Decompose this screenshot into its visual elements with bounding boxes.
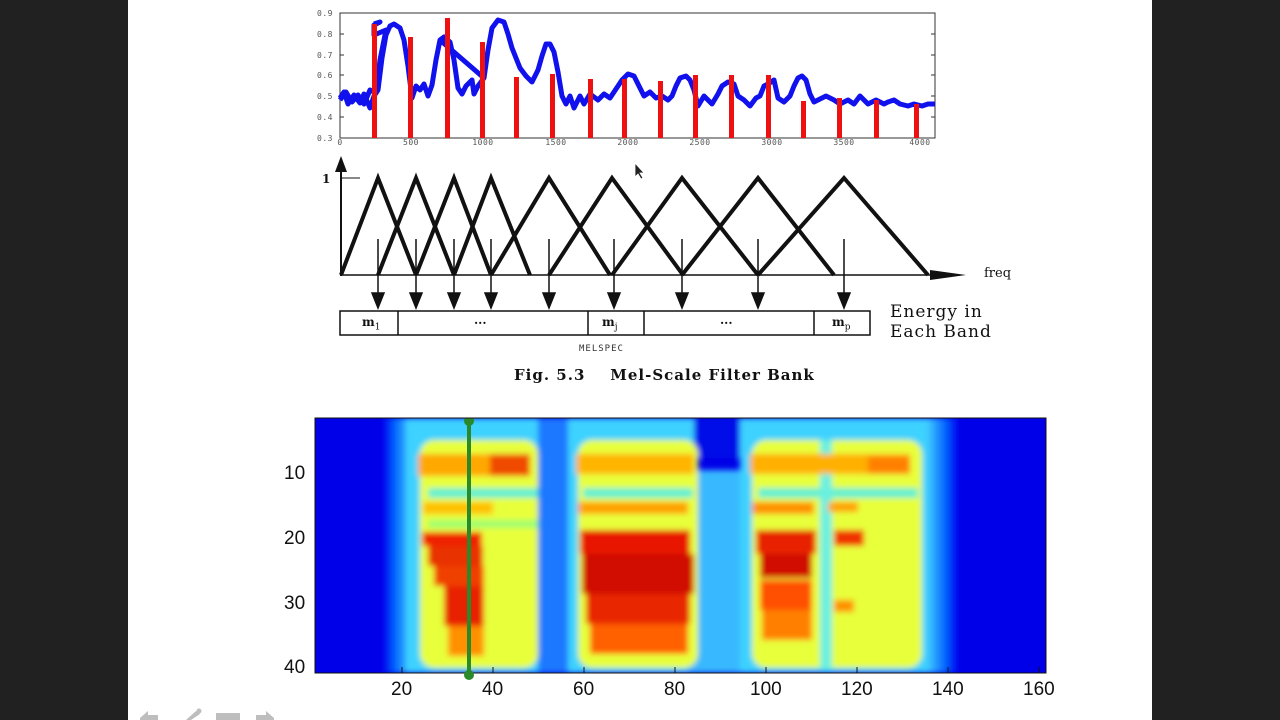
spec-y-tick: 20 [284,528,306,549]
y-tick: 0.9 [317,9,333,18]
box-mj: mj [602,315,618,333]
spectrum-plot: 0.9 0.8 0.7 0.6 0.5 0.4 0.3 0 500 1000 1… [317,9,936,147]
spec-x-tick: 40 [482,679,504,700]
y-axis-arrow-icon [335,156,347,172]
box-mp: mp [832,315,851,333]
y-tick: 0.3 [317,134,333,143]
spec-x-tick: 100 [750,679,782,700]
y-tick: 0.6 [317,71,333,80]
mouse-pointer-icon [634,161,645,180]
energy-label: Energy in Each Band [890,302,1040,342]
x-tick: 2000 [617,138,638,147]
melspec-label: MELSPEC [579,344,624,354]
arrow-left-icon[interactable] [138,708,160,720]
spec-x-tick: 140 [932,679,964,700]
slide: 0.9 0.8 0.7 0.6 0.5 0.4 0.3 0 500 1000 1… [128,0,1152,720]
energy-label-line1: Energy in [890,302,983,322]
spec-x-tick: 160 [1023,679,1055,700]
x-tick: 1500 [545,138,566,147]
y-tick: 0.8 [317,30,333,39]
y-tick: 0.7 [317,51,333,60]
spec-y-tick: 10 [284,463,306,484]
box-ellipsis-1: ... [474,313,487,327]
freq-axis-label: freq [984,266,1012,281]
y-axis-unit-label: 1 [322,172,331,186]
x-tick: 3500 [833,138,854,147]
filter-bank-diagram [335,156,966,336]
energy-label-line2: Each Band [890,322,992,342]
arrow-right-icon[interactable] [254,708,276,720]
spec-y-tick: 30 [284,593,306,614]
melspec-boxes [339,310,871,336]
y-tick: 0.5 [317,92,333,101]
x-tick: 0 [337,138,342,147]
spec-x-tick: 60 [573,679,595,700]
figure-caption: Fig. 5.3 Mel-Scale Filter Bank [514,366,815,384]
box-m1: m1 [362,315,381,333]
energy-arrows [370,239,852,311]
y-tick: 0.4 [317,113,333,122]
x-tick: 3000 [761,138,782,147]
spec-x-tick: 80 [664,679,686,700]
x-tick: 500 [403,138,419,147]
box-ellipsis-2: ... [720,313,733,327]
x-tick: 2500 [689,138,710,147]
spec-y-tick: 40 [284,657,306,678]
x-tick: 4000 [909,138,930,147]
menu-icon[interactable] [216,708,240,720]
x-tick: 1000 [472,138,493,147]
freq-axis-arrow-icon [930,270,966,280]
filter-center-bars [372,18,919,138]
cursor-handle-top[interactable] [464,416,474,426]
pen-icon[interactable] [182,708,204,720]
spec-x-tick: 20 [391,679,413,700]
spec-x-tick: 120 [841,679,873,700]
spectrogram [314,416,1047,680]
triangular-filters [339,172,930,277]
